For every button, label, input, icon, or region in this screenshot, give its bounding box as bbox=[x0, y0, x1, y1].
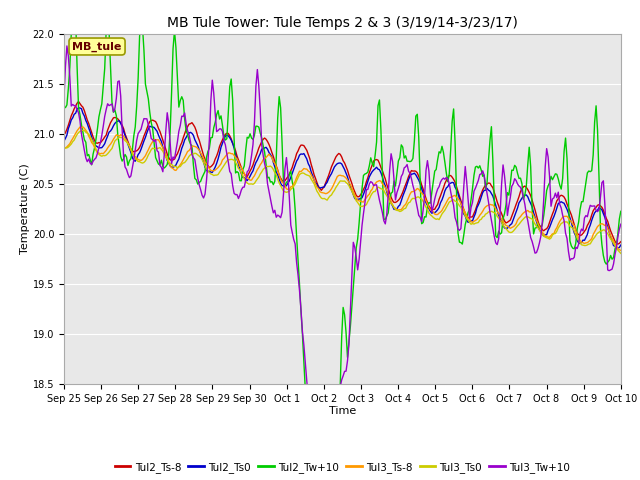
Title: MB Tule Tower: Tule Temps 2 & 3 (3/19/14-3/23/17): MB Tule Tower: Tule Temps 2 & 3 (3/19/14… bbox=[167, 16, 518, 30]
Y-axis label: Temperature (C): Temperature (C) bbox=[20, 163, 30, 254]
Text: MB_tule: MB_tule bbox=[72, 41, 122, 52]
Legend: Tul2_Ts-8, Tul2_Ts0, Tul2_Tw+10, Tul3_Ts-8, Tul3_Ts0, Tul3_Tw+10: Tul2_Ts-8, Tul2_Ts0, Tul2_Tw+10, Tul3_Ts… bbox=[111, 457, 574, 477]
X-axis label: Time: Time bbox=[329, 407, 356, 417]
